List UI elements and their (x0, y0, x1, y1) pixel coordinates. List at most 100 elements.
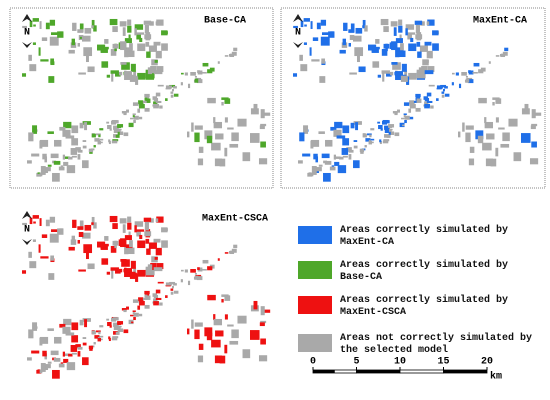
simulated-correct-patch (399, 122, 405, 128)
simulated-correct-patch (37, 369, 41, 371)
simulated-wrong-patch (490, 158, 497, 167)
simulated-correct-patch (139, 234, 143, 240)
simulated-wrong-patch (113, 125, 119, 131)
simulated-correct-patch (213, 314, 216, 321)
simulated-correct-patch (128, 122, 134, 128)
simulated-wrong-patch (134, 221, 144, 227)
simulated-wrong-patch (513, 152, 522, 162)
simulated-wrong-patch (77, 149, 83, 153)
simulated-wrong-patch (153, 70, 163, 75)
simulated-correct-patch (342, 138, 350, 146)
simulated-correct-patch (253, 300, 258, 310)
simulated-wrong-patch (29, 261, 37, 269)
simulated-wrong-patch (425, 59, 429, 63)
simulated-wrong-patch (382, 140, 389, 144)
simulated-wrong-patch (144, 231, 152, 237)
simulated-correct-patch (342, 125, 350, 134)
simulated-wrong-patch (194, 75, 197, 78)
simulated-wrong-patch (325, 139, 333, 147)
simulated-wrong-patch (48, 273, 55, 280)
simulated-wrong-patch (532, 112, 542, 116)
simulated-wrong-patch (299, 54, 303, 61)
simulated-correct-patch (42, 350, 47, 357)
simulated-wrong-patch (42, 153, 47, 160)
simulated-wrong-patch (407, 32, 412, 40)
simulated-correct-patch (39, 218, 42, 226)
simulated-wrong-patch (124, 49, 129, 58)
simulated-wrong-patch (99, 138, 104, 141)
simulated-wrong-patch (40, 166, 46, 175)
simulated-wrong-patch (153, 298, 158, 302)
simulated-wrong-patch (104, 39, 109, 44)
simulated-wrong-patch (465, 78, 470, 83)
simulated-correct-patch (348, 42, 351, 47)
simulated-correct-patch (206, 332, 213, 341)
simulated-correct-patch (79, 233, 82, 236)
simulated-correct-patch (426, 100, 433, 103)
simulated-correct-patch (370, 138, 375, 141)
simulated-wrong-patch (40, 363, 46, 372)
simulated-wrong-patch (94, 138, 100, 142)
simulated-wrong-patch (144, 93, 150, 98)
simulated-wrong-patch (231, 51, 237, 56)
simulated-wrong-patch (156, 19, 164, 26)
simulated-wrong-patch (390, 71, 394, 76)
simulated-wrong-patch (153, 238, 161, 243)
legend-label: Areas correctly simulated by MaxEnt-CSCA (340, 295, 509, 318)
simulated-correct-patch (131, 321, 134, 324)
simulated-correct-patch (59, 323, 66, 328)
simulated-correct-patch (299, 132, 305, 142)
simulated-correct-patch (395, 38, 403, 44)
legend-label: Areas not correctly simulated by the sel… (340, 333, 533, 356)
panel-label: MaxEnt-CSCA (202, 214, 268, 225)
simulated-wrong-patch (153, 104, 159, 109)
simulated-wrong-patch (68, 156, 73, 160)
simulated-correct-patch (436, 98, 439, 101)
simulated-correct-patch (77, 226, 84, 230)
simulated-wrong-patch (202, 259, 209, 264)
simulated-wrong-patch (82, 145, 87, 149)
simulated-correct-patch (94, 335, 100, 339)
simulated-correct-patch (50, 229, 59, 233)
simulated-correct-patch (137, 305, 141, 310)
simulated-wrong-patch (132, 312, 135, 315)
simulated-correct-patch (127, 25, 132, 33)
simulated-wrong-patch (485, 158, 493, 167)
simulated-correct-patch (107, 322, 112, 327)
simulated-wrong-patch (28, 54, 32, 61)
simulated-correct-patch (219, 355, 226, 364)
simulated-correct-patch (106, 271, 111, 275)
simulated-wrong-patch (112, 240, 119, 246)
simulated-wrong-patch (127, 19, 132, 26)
simulated-correct-patch (68, 353, 73, 357)
simulated-correct-patch (261, 309, 271, 313)
simulated-correct-patch (57, 31, 64, 38)
simulated-wrong-patch (495, 55, 500, 57)
simulated-correct-patch (368, 44, 377, 51)
simulated-correct-patch (401, 63, 407, 72)
simulated-wrong-patch (106, 318, 110, 321)
simulated-correct-patch (195, 274, 202, 277)
simulated-wrong-patch (97, 140, 101, 145)
simulated-correct-patch (339, 49, 346, 54)
simulated-correct-patch (71, 322, 79, 331)
simulated-correct-patch (355, 27, 363, 34)
simulated-wrong-patch (180, 82, 183, 86)
simulated-correct-patch (403, 102, 410, 106)
simulated-wrong-patch (359, 148, 365, 153)
simulated-wrong-patch (339, 156, 344, 160)
north-label: N (24, 225, 30, 236)
simulated-wrong-patch (111, 270, 114, 279)
simulated-wrong-patch (109, 128, 112, 131)
simulated-wrong-patch (170, 91, 174, 94)
simulated-wrong-patch (400, 43, 404, 51)
simulated-correct-patch (49, 19, 56, 26)
simulated-correct-patch (215, 330, 224, 337)
simulated-correct-patch (303, 42, 307, 45)
simulated-correct-patch (91, 133, 96, 138)
simulated-wrong-patch (64, 353, 70, 356)
simulated-correct-patch (217, 258, 220, 261)
simulated-wrong-patch (197, 355, 204, 363)
simulated-correct-patch (100, 48, 108, 53)
simulated-wrong-patch (184, 72, 188, 76)
